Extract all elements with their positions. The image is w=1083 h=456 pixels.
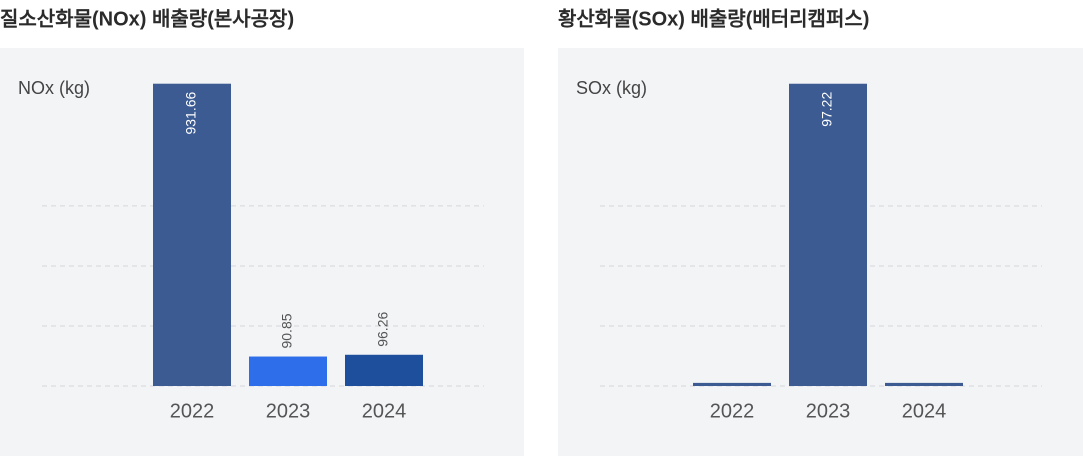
- value-label: 931.66: [183, 92, 199, 135]
- chart-title: 질소산화물(NOx) 배출량(본사공장): [0, 7, 294, 30]
- x-tick-label: 2022: [710, 400, 755, 422]
- x-tick-label: 2023: [266, 400, 311, 422]
- y-axis-label: SOx (kg): [576, 78, 647, 98]
- value-label: 96.26: [375, 312, 391, 347]
- panel-background: [0, 48, 524, 456]
- bar: [153, 83, 231, 387]
- value-label: 90.85: [279, 313, 295, 348]
- y-axis-label: NOx (kg): [18, 78, 90, 98]
- bar: [693, 382, 771, 386]
- bar: [249, 356, 327, 386]
- x-tick-label: 2024: [362, 400, 407, 422]
- bar: [885, 382, 963, 386]
- x-tick-label: 2024: [902, 400, 947, 422]
- chart-title: 황산화물(SOx) 배출량(배터리캠퍼스): [558, 7, 869, 30]
- x-tick-label: 2022: [170, 400, 215, 422]
- bar: [789, 83, 867, 386]
- x-tick-label: 2023: [806, 400, 851, 422]
- bar: [345, 354, 423, 386]
- value-label: 97.22: [819, 92, 835, 127]
